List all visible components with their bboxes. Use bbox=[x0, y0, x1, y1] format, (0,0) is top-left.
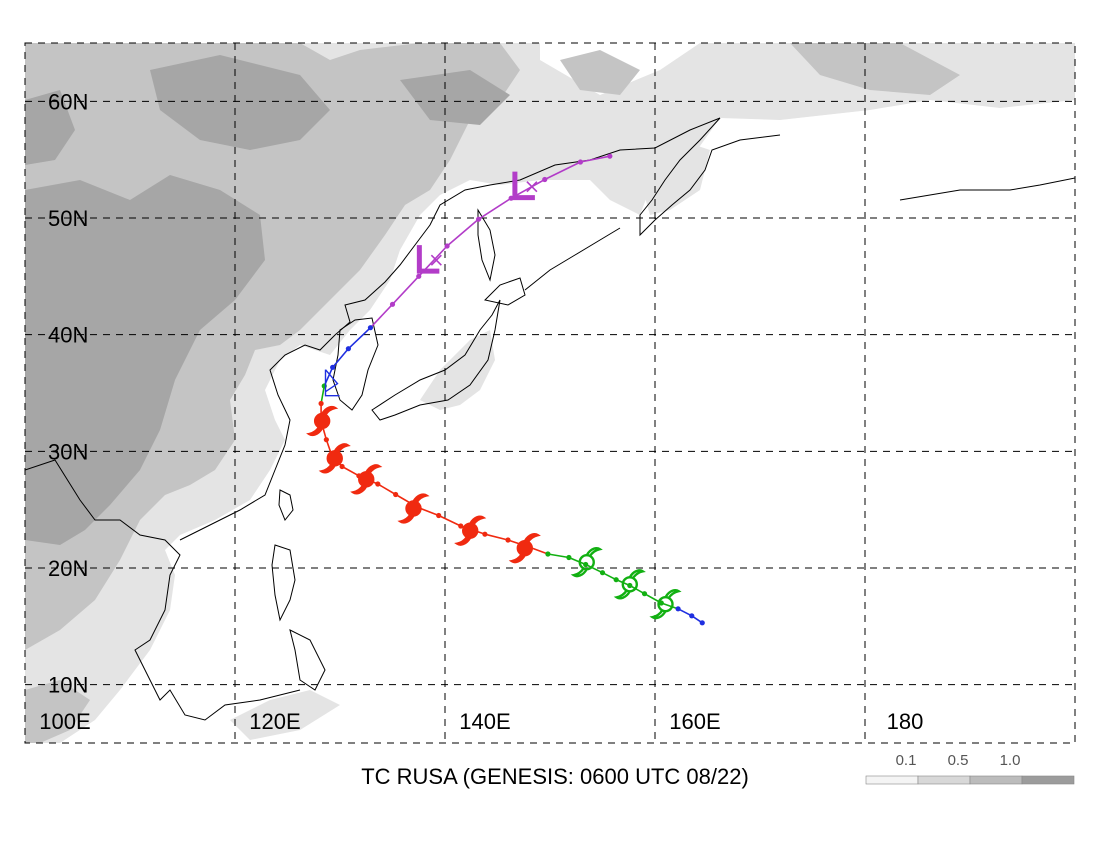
typhoon-icon bbox=[397, 493, 430, 524]
legend-swatch-1 bbox=[865, 775, 919, 785]
track-segment bbox=[369, 303, 394, 329]
latitude-label: 30N bbox=[48, 439, 88, 464]
typhoon-icon bbox=[350, 464, 383, 495]
longitude-label: 140E bbox=[459, 709, 510, 734]
longitude-label: 160E bbox=[669, 709, 720, 734]
track-point bbox=[318, 400, 324, 407]
typhoon-icon bbox=[454, 515, 487, 546]
tropical-storm-icon bbox=[613, 569, 646, 600]
typhoon-icon bbox=[306, 405, 339, 437]
track-point bbox=[566, 554, 572, 561]
track-point bbox=[339, 463, 345, 470]
track-point bbox=[627, 582, 633, 589]
graticule bbox=[25, 43, 1075, 743]
latitude-labels: 10N 20N 30N 40N 50N 60N bbox=[48, 89, 88, 697]
track-point bbox=[389, 301, 396, 307]
track-point bbox=[545, 551, 551, 557]
track-segment bbox=[484, 533, 509, 541]
hokkaido-coast bbox=[483, 277, 526, 306]
track-segment bbox=[629, 584, 645, 595]
storm-track bbox=[318, 153, 705, 626]
track-segment bbox=[320, 385, 326, 404]
track-point bbox=[476, 216, 482, 222]
track-segment bbox=[377, 483, 397, 496]
longitude-labels: 100E 120E 140E 160E 180 bbox=[39, 709, 923, 734]
track-point bbox=[367, 325, 374, 331]
track-point bbox=[345, 346, 351, 352]
legend-swatch-3 bbox=[969, 775, 1023, 785]
typhoon-icon bbox=[318, 443, 351, 474]
track-segment bbox=[341, 465, 360, 477]
legend: 0.1 0.5 1.0 bbox=[865, 752, 1075, 785]
track-segment bbox=[332, 348, 350, 368]
plot-border bbox=[24, 42, 1076, 744]
extratropical-low-icon bbox=[512, 171, 538, 201]
track-point bbox=[641, 591, 648, 597]
sakhalin-coast bbox=[477, 208, 496, 282]
track-point bbox=[393, 491, 399, 498]
track-point bbox=[323, 437, 329, 443]
track-point bbox=[689, 613, 695, 619]
track-point bbox=[613, 577, 619, 583]
korea-coast bbox=[332, 317, 379, 411]
track-point bbox=[583, 561, 589, 568]
legend-label-3: 1.0 bbox=[1000, 752, 1021, 769]
coastlines bbox=[25, 117, 1075, 721]
kuril-chain bbox=[524, 227, 621, 291]
track-point bbox=[607, 153, 613, 159]
track-segment bbox=[478, 197, 512, 220]
extratropical-low-icon bbox=[416, 245, 442, 274]
latitude-label: 60N bbox=[48, 89, 88, 114]
track-segment bbox=[544, 161, 581, 181]
tropical-storm-icon bbox=[570, 547, 603, 578]
philippines-south-coast bbox=[289, 629, 326, 691]
longitude-label: 120E bbox=[249, 709, 300, 734]
longitude-label: 100E bbox=[39, 709, 90, 734]
track-point bbox=[599, 570, 606, 576]
track-point bbox=[330, 364, 336, 370]
legend-label-2: 0.5 bbox=[948, 752, 969, 769]
asia-coast bbox=[25, 459, 301, 721]
track-segment bbox=[347, 327, 372, 350]
track-point bbox=[416, 273, 422, 279]
track-point bbox=[577, 159, 584, 165]
japan-coast bbox=[371, 299, 501, 421]
legend-swatch-4 bbox=[1021, 775, 1075, 785]
legend-swatch-2 bbox=[917, 775, 971, 785]
latitude-label: 10N bbox=[48, 673, 88, 698]
track-segment bbox=[446, 218, 480, 247]
track-point bbox=[505, 537, 511, 543]
tropical-storm-icon bbox=[649, 589, 682, 620]
track-point bbox=[444, 243, 450, 249]
storm-symbols bbox=[306, 171, 682, 620]
latitude-label: 40N bbox=[48, 323, 88, 348]
longitude-label: 180 bbox=[887, 709, 924, 734]
typhoon-icon bbox=[508, 533, 541, 564]
kamchatka-coast bbox=[639, 117, 781, 237]
track-segment bbox=[661, 602, 679, 610]
track-point bbox=[675, 606, 681, 612]
alaska-coast bbox=[899, 177, 1075, 201]
latitude-label: 50N bbox=[48, 206, 88, 231]
track-segment bbox=[580, 155, 611, 163]
map-title: TC RUSA (GENESIS: 0600 UTC 08/22) bbox=[361, 764, 749, 789]
track-segment bbox=[391, 275, 420, 305]
taiwan-coast bbox=[278, 489, 294, 521]
tropical-depression-icon bbox=[324, 369, 340, 397]
luzon-coast bbox=[271, 544, 296, 622]
china-coast bbox=[179, 117, 721, 541]
track-point bbox=[482, 531, 488, 537]
track-segment bbox=[585, 563, 603, 574]
track-point bbox=[375, 481, 381, 487]
track-segment bbox=[568, 556, 587, 566]
latitude-label: 20N bbox=[48, 556, 88, 581]
legend-label-1: 0.1 bbox=[896, 752, 917, 769]
track-point bbox=[436, 512, 442, 519]
track-segment bbox=[438, 514, 462, 527]
track-segment bbox=[547, 553, 570, 559]
track-point bbox=[699, 620, 705, 626]
track-point bbox=[458, 523, 464, 529]
track-point bbox=[542, 176, 548, 183]
